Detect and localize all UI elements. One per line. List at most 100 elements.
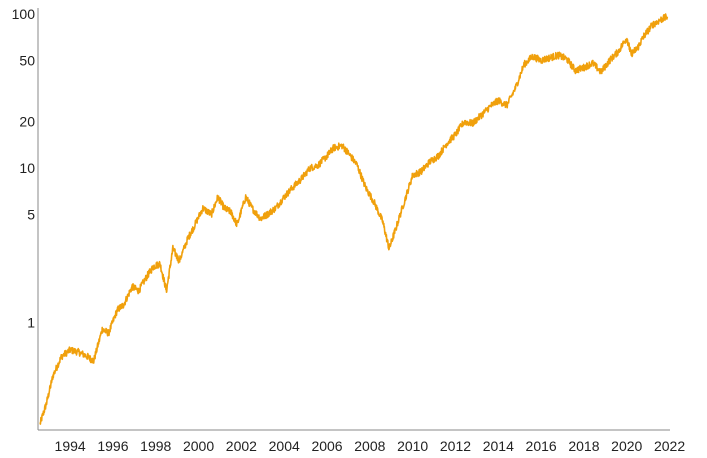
data-point bbox=[179, 260, 181, 262]
data-point bbox=[153, 266, 155, 268]
y-tick-label: 5 bbox=[27, 207, 35, 223]
x-tick-label: 2020 bbox=[611, 438, 642, 454]
data-point bbox=[260, 218, 262, 220]
data-point bbox=[630, 53, 632, 55]
data-point bbox=[583, 67, 585, 69]
data-point bbox=[123, 304, 125, 306]
data-point bbox=[166, 290, 168, 292]
data-point bbox=[643, 35, 645, 37]
y-axis: 1 5 10 20 50 100 bbox=[12, 6, 39, 430]
data-point bbox=[382, 221, 384, 223]
data-point bbox=[523, 64, 525, 66]
data-point bbox=[236, 224, 238, 226]
series-line bbox=[39, 13, 669, 425]
data-point bbox=[217, 196, 219, 198]
data-point bbox=[283, 196, 285, 198]
x-tick-label: 2016 bbox=[526, 438, 557, 454]
data-point bbox=[463, 121, 465, 123]
x-axis: 1994 1996 1998 2000 2002 2004 2006 2008 2010 2012… bbox=[38, 429, 685, 454]
y-tick-label: 1 bbox=[27, 314, 35, 330]
data-point bbox=[301, 178, 303, 180]
data-point bbox=[46, 402, 48, 404]
data-point bbox=[292, 187, 294, 189]
y-tick-label: 10 bbox=[19, 160, 35, 176]
data-point bbox=[69, 349, 71, 351]
data-point bbox=[159, 263, 161, 265]
data-point bbox=[626, 37, 628, 39]
data-point bbox=[326, 155, 328, 157]
data-point bbox=[420, 171, 422, 173]
data-point bbox=[365, 187, 367, 189]
x-tick-label: 2014 bbox=[483, 438, 514, 454]
y-tick-label: 20 bbox=[19, 114, 35, 130]
x-tick-label: 2008 bbox=[354, 438, 385, 454]
x-tick-label: 2018 bbox=[568, 438, 599, 454]
data-point bbox=[395, 229, 397, 231]
data-point bbox=[489, 106, 491, 108]
data-point bbox=[356, 164, 358, 166]
data-point bbox=[472, 123, 474, 125]
data-point bbox=[101, 329, 103, 331]
data-point bbox=[592, 62, 594, 64]
data-point bbox=[78, 351, 80, 353]
data-point bbox=[146, 275, 148, 277]
data-point bbox=[318, 164, 320, 166]
data-point bbox=[412, 174, 414, 176]
data-point bbox=[540, 60, 542, 62]
data-point bbox=[172, 248, 174, 250]
x-tick-label: 2010 bbox=[397, 438, 428, 454]
x-tick-label: 2012 bbox=[440, 438, 471, 454]
data-point bbox=[266, 214, 268, 216]
y-tick-label: 50 bbox=[19, 52, 35, 68]
data-point bbox=[39, 423, 41, 425]
data-point bbox=[116, 309, 118, 311]
data-point bbox=[498, 100, 500, 102]
x-tick-label: 1996 bbox=[97, 438, 128, 454]
data-point bbox=[532, 56, 534, 58]
data-point bbox=[429, 161, 431, 163]
data-point bbox=[446, 142, 448, 144]
data-point bbox=[348, 152, 350, 154]
data-point bbox=[480, 115, 482, 117]
x-tick-label: 2006 bbox=[311, 438, 342, 454]
data-point bbox=[341, 145, 343, 147]
data-point bbox=[438, 155, 440, 157]
data-point bbox=[515, 87, 517, 89]
data-point bbox=[575, 70, 577, 72]
data-point bbox=[566, 58, 568, 60]
data-point bbox=[245, 196, 247, 198]
x-tick-label: 2000 bbox=[183, 438, 214, 454]
data-point bbox=[86, 356, 88, 358]
data-point bbox=[373, 202, 375, 204]
data-point bbox=[455, 134, 457, 136]
data-point bbox=[652, 24, 654, 26]
x-tick-label: 1998 bbox=[140, 438, 171, 454]
x-tick-label: 1994 bbox=[55, 438, 86, 454]
data-point bbox=[637, 47, 639, 49]
data-point bbox=[309, 167, 311, 169]
x-tick-label: 2002 bbox=[226, 438, 257, 454]
data-point bbox=[211, 214, 213, 216]
y-tick-label: 100 bbox=[12, 6, 36, 22]
data-point bbox=[223, 207, 225, 209]
data-point bbox=[557, 54, 559, 56]
data-point bbox=[403, 202, 405, 204]
data-point bbox=[131, 286, 133, 288]
data-point bbox=[138, 290, 140, 292]
data-point bbox=[52, 375, 54, 377]
data-point bbox=[609, 60, 611, 62]
data-point bbox=[660, 19, 662, 21]
data-point bbox=[600, 71, 602, 73]
series-layer bbox=[39, 13, 669, 425]
data-point bbox=[202, 207, 204, 209]
data-point bbox=[333, 147, 335, 149]
data-point bbox=[187, 238, 189, 240]
data-point bbox=[275, 207, 277, 209]
data-point bbox=[193, 225, 195, 227]
data-point bbox=[61, 356, 63, 358]
x-tick-label: 2022 bbox=[654, 438, 685, 454]
data-point bbox=[506, 105, 508, 107]
data-point bbox=[388, 248, 390, 250]
data-point bbox=[667, 16, 669, 18]
